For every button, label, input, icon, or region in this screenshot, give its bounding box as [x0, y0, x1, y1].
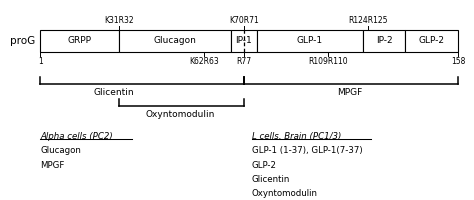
Text: 158: 158: [451, 57, 465, 66]
Text: IP-1: IP-1: [236, 36, 252, 45]
Text: Oxyntomodulin: Oxyntomodulin: [146, 110, 215, 119]
Text: GLP-2: GLP-2: [252, 161, 277, 170]
Text: R77: R77: [236, 57, 251, 66]
Bar: [230, 30, 257, 52]
Text: GLP-1: GLP-1: [297, 36, 323, 45]
Text: L cells, Brain (PC1/3): L cells, Brain (PC1/3): [252, 132, 341, 141]
Text: Glicentin: Glicentin: [94, 88, 135, 97]
Bar: [119, 30, 230, 52]
Text: 1: 1: [38, 57, 43, 66]
Bar: [257, 30, 363, 52]
Text: Glucagon: Glucagon: [40, 146, 81, 155]
Bar: [40, 30, 119, 52]
Text: R124R125: R124R125: [348, 16, 388, 25]
Text: Oxyntomodulin: Oxyntomodulin: [252, 189, 318, 198]
Bar: [405, 30, 458, 52]
Text: MPGF: MPGF: [40, 161, 64, 170]
Bar: [363, 30, 405, 52]
Text: proG: proG: [9, 36, 35, 46]
Text: Alpha cells (PC2): Alpha cells (PC2): [40, 132, 113, 141]
Text: Glicentin: Glicentin: [252, 175, 290, 184]
Text: GRPP: GRPP: [68, 36, 92, 45]
Text: R109R110: R109R110: [309, 57, 348, 66]
Text: MPGF: MPGF: [337, 88, 362, 97]
Text: GLP-2: GLP-2: [419, 36, 445, 45]
Text: K62R63: K62R63: [189, 57, 219, 66]
Text: IP-2: IP-2: [375, 36, 392, 45]
Text: K31R32: K31R32: [105, 16, 134, 25]
Text: K70R71: K70R71: [229, 16, 259, 25]
Text: GLP-1 (1-37), GLP-1(7-37): GLP-1 (1-37), GLP-1(7-37): [252, 146, 362, 155]
Text: Glucagon: Glucagon: [154, 36, 196, 45]
